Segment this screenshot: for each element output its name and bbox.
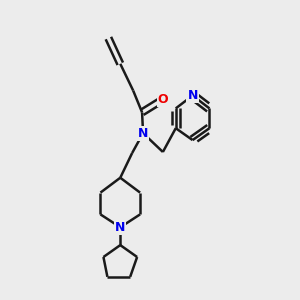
Text: N: N	[138, 127, 148, 140]
Text: N: N	[115, 221, 125, 234]
Text: N: N	[188, 89, 198, 102]
Text: O: O	[158, 93, 168, 106]
